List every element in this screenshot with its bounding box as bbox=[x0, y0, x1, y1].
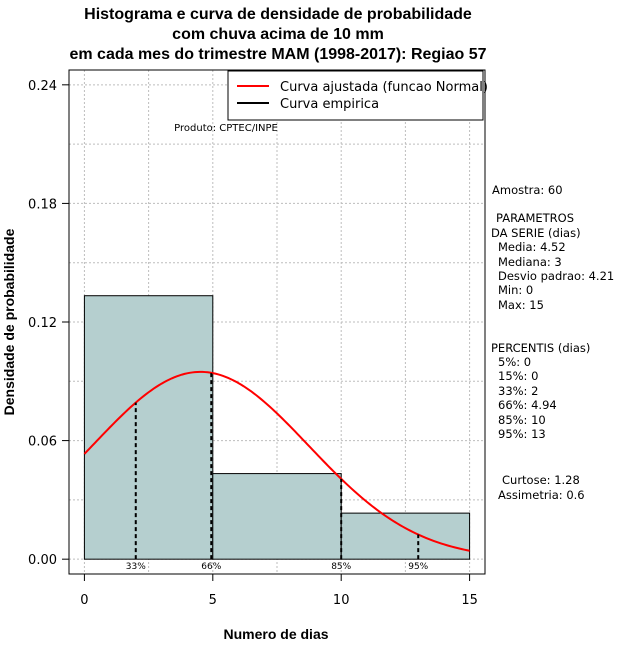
percentile-label: 85% bbox=[331, 562, 351, 572]
chart-title-line-2: com chuva acima de 10 mm bbox=[172, 26, 384, 43]
stats-curtose: Curtose: 1.28 bbox=[502, 473, 580, 487]
stats-amostra: Amostra: 60 bbox=[492, 183, 563, 197]
stats-p95: 95%: 13 bbox=[498, 427, 546, 441]
stats-p33: 33%: 2 bbox=[498, 384, 539, 398]
histogram-bar bbox=[340, 512, 471, 560]
fitted-curve-layer bbox=[83, 370, 470, 552]
chart-title-line-3: em cada mes do trimestre MAM (1998-2017)… bbox=[69, 46, 487, 63]
legend: Curva ajustada (funcao Normal) Curva emp… bbox=[227, 70, 488, 121]
stats-media: Media: 4.52 bbox=[498, 240, 566, 254]
stats-p66: 66%: 4.94 bbox=[498, 398, 557, 412]
product-label: Produto: CPTEC/INPE bbox=[174, 123, 278, 134]
y-tick-label: 0.06 bbox=[28, 435, 57, 450]
x-tick-label: 10 bbox=[333, 593, 350, 608]
percentile-label: 33% bbox=[126, 562, 146, 572]
y-axis-label: Densidade de probabilidade bbox=[1, 228, 17, 415]
fitted-normal-curve bbox=[83, 370, 470, 552]
stats-p5: 5%: 0 bbox=[498, 355, 532, 369]
histogram-bars bbox=[83, 295, 471, 560]
y-tick-label: 0.00 bbox=[28, 553, 57, 568]
histogram-bar bbox=[212, 473, 342, 560]
stats-desvio: Desvio padrao: 4.21 bbox=[498, 269, 615, 283]
y-tick-label: 0.12 bbox=[28, 316, 57, 331]
legend-label-empirical: Curva empirica bbox=[280, 97, 379, 112]
stats-p85: 85%: 10 bbox=[498, 413, 546, 427]
y-tick-label: 0.18 bbox=[28, 197, 57, 212]
percentile-label: 95% bbox=[408, 562, 428, 572]
stats-min: Min: 0 bbox=[498, 283, 534, 297]
stats-assimetria: Assimetria: 0.6 bbox=[498, 488, 585, 502]
percentile-label: 66% bbox=[201, 562, 221, 572]
x-axis-label: Numero de dias bbox=[223, 626, 328, 642]
x-tick-label: 15 bbox=[461, 593, 478, 608]
stats-max: Max: 15 bbox=[498, 298, 544, 312]
stats-mediana: Mediana: 3 bbox=[498, 255, 562, 269]
stats-param-title-2: DA SERIE (dias) bbox=[491, 226, 581, 240]
x-tick-label: 5 bbox=[209, 593, 217, 608]
y-tick-label: 0.24 bbox=[28, 79, 57, 94]
legend-label-fitted: Curva ajustada (funcao Normal) bbox=[280, 80, 488, 95]
legend-box bbox=[227, 70, 484, 121]
stats-p15: 15%: 0 bbox=[498, 369, 539, 383]
percentile-lines: 33% 66% 85% 95% bbox=[126, 372, 429, 572]
chart-title-line-1: Histograma e curva de densidade de proba… bbox=[84, 6, 472, 23]
stats-param-title-1: PARAMETROS bbox=[496, 211, 575, 225]
x-tick-label: 0 bbox=[80, 593, 88, 608]
axes: 0 5 10 15 0.00 0.06 0.12 0.18 0.24 bbox=[28, 79, 478, 608]
histogram-bar bbox=[83, 295, 214, 560]
stats-perc-title: PERCENTIS (dias) bbox=[491, 341, 591, 355]
